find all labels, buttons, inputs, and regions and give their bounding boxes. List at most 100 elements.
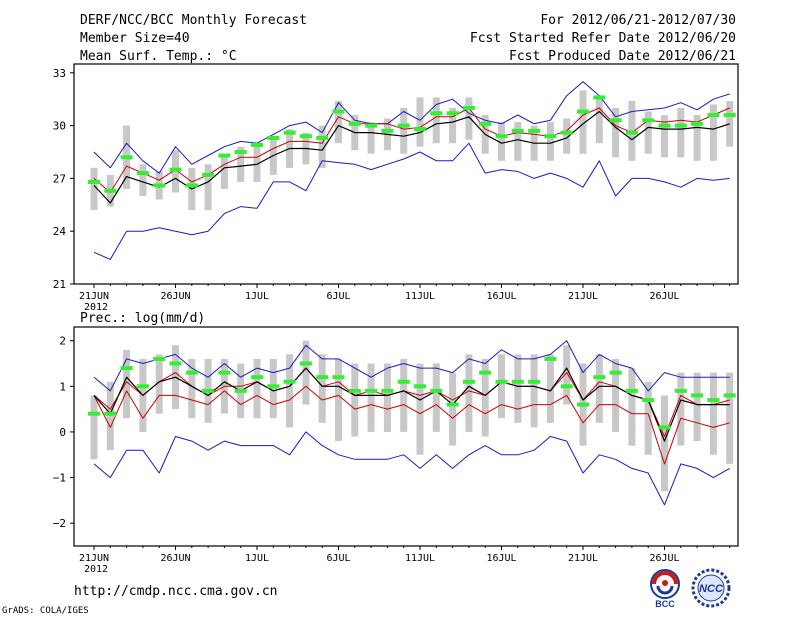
source-url[interactable]: http://cmdp.ncc.cma.gov.cn: [74, 584, 278, 599]
precip-spread-bar-39: [709, 372, 717, 455]
temp-observed-mark-22: [430, 111, 443, 116]
temp-ytick-label-2: 27: [53, 172, 66, 185]
temp-spread-bar-15: [318, 125, 326, 168]
precip-observed-mark-24: [462, 379, 475, 384]
precip-observed-mark-7: [185, 370, 198, 375]
temp-spread-bar-23: [449, 108, 457, 144]
temp-observed-mark-7: [185, 183, 198, 188]
precip-xtick-label-4: 11JUL: [405, 553, 435, 564]
temp-spread-bar-21: [416, 97, 424, 147]
precip-observed-mark-40: [723, 393, 736, 398]
temp-observed-mark-35: [642, 118, 655, 123]
temp-xtick-label-5: 16JUL: [486, 291, 516, 302]
temp-xtick-label-4: 11JUL: [405, 291, 435, 302]
temp-spread-bar-4: [139, 164, 147, 196]
precip-spread-bar-19: [383, 363, 391, 432]
temp-spread-bar-37: [677, 108, 685, 158]
temp-member-line: [93, 107, 730, 193]
precip-spread-bar-28: [530, 354, 538, 428]
temp-min-line: [93, 142, 730, 260]
precip-lower-line: [93, 385, 730, 465]
temp-observed-mark-16: [332, 109, 345, 114]
precip-observed-mark-21: [414, 384, 426, 389]
precip-observed-mark-34: [625, 388, 638, 393]
precip-xtick-label-2: 1JUL: [245, 553, 269, 564]
temp-observed-mark-31: [577, 109, 589, 114]
temp-xtick-label-6: 21JUL: [568, 291, 598, 302]
temp-spread-bar-18: [367, 122, 375, 154]
bcc-logo: BCC: [650, 569, 680, 608]
temperature-panel: 21 24 27 30 33 21JUN 26JUN 1JUL 6JUL 11JUL 16JUL 21…: [53, 63, 739, 313]
temp-spread-bar-35: [644, 111, 652, 154]
temp-observed-mark-37: [674, 123, 687, 128]
precip-ytick-label-1: −1: [53, 472, 66, 485]
precip-spread-bar-15: [318, 354, 326, 423]
temp-spread-bar-39: [709, 104, 717, 161]
precip-frame: [73, 326, 739, 547]
temp-observed-mark-29: [544, 134, 557, 139]
precip-observed-mark-38: [691, 393, 704, 398]
precip-ytick-label-2: 0: [59, 426, 66, 439]
precip-spread-bar-25: [481, 358, 489, 437]
precip-spread-bar-1: [90, 395, 98, 460]
precip-spread-bar-26: [498, 354, 505, 419]
temp-observed-mark-4: [136, 171, 149, 176]
temp-spread-bar-33: [612, 108, 620, 158]
precip-spread-bar-38: [693, 372, 701, 442]
temp-observed-mark-12: [267, 135, 280, 140]
ncc-logo: NCC: [691, 568, 731, 608]
precip-observed-mark-39: [707, 398, 720, 402]
temp-xtick-label-0: 21JUN: [79, 291, 109, 302]
precip-observed-mark-16: [332, 375, 345, 380]
precip-spread-bar-14: [302, 340, 310, 405]
precip-spread-bar-36: [661, 395, 668, 492]
precip-observed-mark-18: [365, 388, 378, 393]
temp-spread-bar-30: [563, 118, 571, 154]
precip-observed-mark-3: [120, 366, 133, 371]
precip-spread-bar-3: [123, 349, 131, 419]
temp-observed-mark-11: [251, 142, 263, 147]
temp-observed-mark-8: [202, 172, 215, 177]
precip-observed-mark-25: [479, 370, 492, 375]
precip-xtick-label-7: 26JUL: [649, 553, 679, 564]
precip-panel-title: Prec.: log(mm/d): [80, 311, 206, 326]
temp-xtick-label-7: 26JUL: [649, 291, 679, 302]
temp-spread-bar-31: [579, 90, 587, 154]
precip-observed-mark-1: [88, 411, 100, 416]
precip-spread-bar-16: [335, 358, 342, 442]
precip-ytick-label-3: 1: [59, 380, 66, 393]
temp-observed-mark-5: [153, 183, 166, 188]
temp-observed-mark-40: [723, 113, 736, 118]
temp-observed-mark-14: [299, 134, 312, 139]
precip-spread-bar-12: [269, 358, 277, 419]
temp-observed-mark-1: [88, 179, 100, 184]
precip-year-label: 2012: [84, 564, 108, 575]
member-size-label: Member Size=40: [80, 31, 190, 46]
precip-observed-mark-33: [609, 370, 622, 375]
temp-xtick-label-3: 6JUL: [326, 291, 350, 302]
temp-frame: [73, 63, 739, 285]
temp-observed-mark-18: [365, 123, 378, 128]
temp-observed-mark-32: [593, 95, 606, 100]
temp-spread-bar-24: [465, 97, 473, 140]
temp-observed-mark-39: [707, 113, 720, 118]
bcc-logo-text: BCC: [655, 599, 675, 608]
temp-observed-mark-34: [625, 130, 638, 135]
temp-xtick-label-1: 26JUN: [160, 291, 190, 302]
temp-ytick-label-4: 33: [53, 67, 66, 80]
precip-observed-mark-22: [430, 388, 443, 393]
precip-observed-mark-13: [283, 379, 296, 384]
temp-spread-bar-16: [335, 100, 342, 144]
temp-spread-bar-27: [514, 122, 522, 161]
temp-spread-bar-20: [400, 108, 408, 154]
fcst-produced-label: Fcst Produced Date 2012/06/21: [509, 49, 736, 64]
temp-year-label: 2012: [84, 302, 108, 313]
precip-spread-bar-18: [367, 363, 375, 432]
temp-observed-mark-21: [414, 127, 426, 132]
precip-xtick-label-5: 16JUL: [486, 553, 516, 564]
precip-spread-bar-2: [106, 381, 114, 451]
precip-observed-mark-17: [348, 388, 361, 393]
precip-observed-mark-15: [316, 375, 329, 380]
precip-spread-bar-23: [449, 372, 457, 446]
